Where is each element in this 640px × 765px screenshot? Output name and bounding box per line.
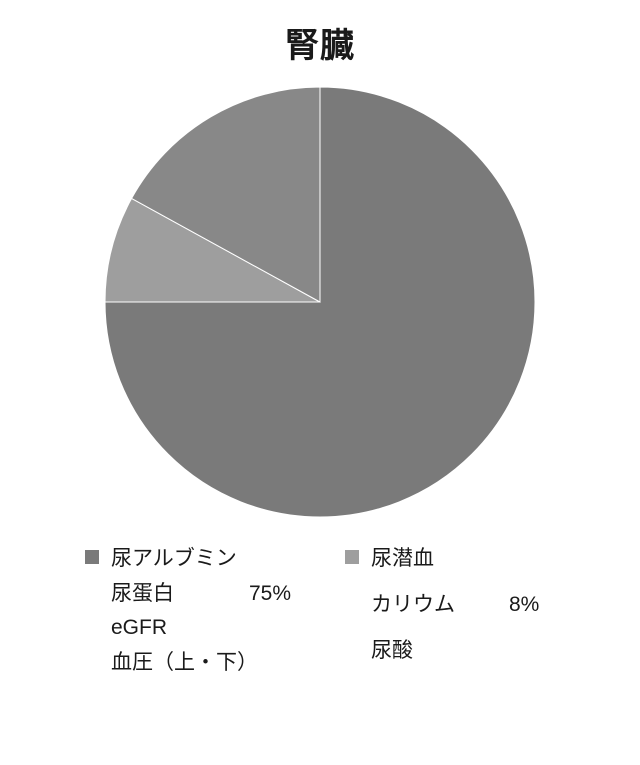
legend-item-value: 75% xyxy=(249,578,295,611)
legend-item-label: 尿アルブミン xyxy=(111,543,241,576)
legend-item-label: カリウム xyxy=(371,589,501,622)
legend-item-value: 8% xyxy=(509,589,555,622)
legend-item-label: 尿蛋白 xyxy=(111,578,241,611)
legend-item-label: 尿酸 xyxy=(371,635,501,668)
legend-item-label: 尿潜血 xyxy=(371,543,501,576)
chart-title: 腎臓 xyxy=(0,18,640,67)
legend-column-1: 尿アルブミン 尿蛋白 75% eGFR 血圧（上・下） xyxy=(85,543,295,679)
legend: 尿アルブミン 尿蛋白 75% eGFR 血圧（上・下） 尿潜血 カリウム 8% … xyxy=(0,543,640,679)
legend-swatch-icon xyxy=(345,550,359,564)
pie-chart-container xyxy=(0,87,640,517)
legend-swatch-icon xyxy=(85,550,99,564)
legend-item-label: 血圧（上・下） xyxy=(111,647,241,680)
chart-page: { "title": "腎臓", "chart": { "type": "pie… xyxy=(0,0,640,765)
pie-chart xyxy=(105,87,535,517)
legend-item-label: eGFR xyxy=(111,612,241,645)
legend-column-2: 尿潜血 カリウム 8% 尿酸 xyxy=(345,543,555,679)
